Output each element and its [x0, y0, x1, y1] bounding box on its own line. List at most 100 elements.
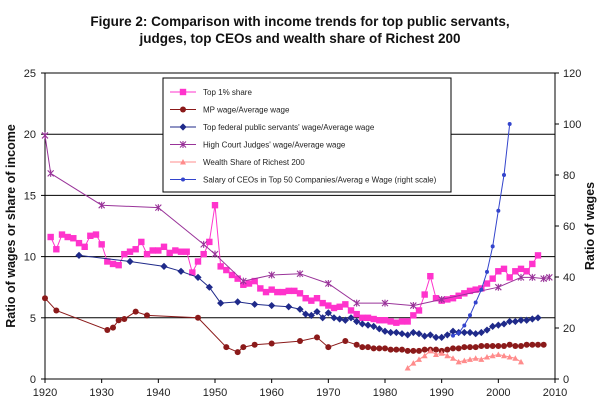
y2-tick-label-20: 20: [563, 323, 575, 335]
y2-tick-label-100: 100: [563, 119, 581, 131]
data-point: [523, 316, 531, 324]
axis-ticks: 1920 1930 1940 1950 1960 1970 1980 1990 2000 2010…: [24, 68, 582, 399]
data-point: [347, 307, 355, 314]
legend-label-3: High Court Judges' wage/Average wage: [203, 141, 346, 150]
data-point: [501, 342, 507, 349]
data-point: [461, 344, 468, 351]
data-point: [523, 268, 530, 275]
data-point: [449, 327, 457, 335]
data-point: [330, 304, 338, 312]
data-point: [427, 347, 434, 354]
data-point: [194, 273, 202, 282]
data-point: [126, 248, 134, 255]
y2-axis-title: Ratio of wages: [583, 182, 597, 270]
x-tick-label-1980: 1980: [373, 387, 397, 399]
data-point: [376, 317, 383, 324]
x-tick-label-1950: 1950: [203, 387, 227, 399]
data-point: [308, 297, 315, 304]
x-tick-label-1940: 1940: [146, 387, 170, 399]
data-point: [314, 334, 320, 341]
data-point: [126, 257, 134, 266]
data-point: [370, 322, 378, 330]
data-point: [502, 173, 506, 177]
data-point: [206, 238, 213, 246]
data-point: [528, 315, 536, 323]
data-point: [240, 344, 247, 351]
data-point: [398, 318, 406, 325]
data-point: [427, 272, 434, 280]
data-point: [336, 315, 344, 323]
data-point: [87, 232, 94, 239]
x-tick-label-1990: 1990: [429, 387, 453, 399]
data-point: [438, 333, 446, 341]
data-point: [528, 273, 536, 281]
y2-tick-label-120: 120: [563, 68, 581, 80]
data-point: [138, 238, 145, 246]
y-tick-label-10: 10: [24, 252, 36, 264]
data-point: [432, 333, 440, 341]
data-point: [279, 288, 287, 296]
data-point: [200, 240, 208, 248]
data-point: [415, 307, 423, 314]
data-point: [370, 345, 377, 352]
data-point: [166, 249, 173, 257]
data-point: [370, 315, 377, 323]
data-point: [359, 344, 366, 351]
data-point: [462, 323, 467, 328]
data-point: [387, 318, 394, 325]
data-point: [517, 316, 525, 324]
data-point: [155, 247, 162, 254]
data-point: [540, 275, 548, 283]
legend-label-0: Top 1% share: [203, 88, 252, 97]
data-point: [467, 344, 473, 351]
data-point: [472, 330, 480, 338]
data-point: [325, 344, 332, 351]
data-point: [443, 331, 451, 339]
data-point: [398, 330, 406, 338]
data-point: [177, 267, 185, 275]
data-point: [512, 342, 519, 349]
data-point: [285, 303, 293, 311]
data-point: [183, 248, 190, 255]
data-point: [444, 346, 451, 353]
data-point: [324, 309, 332, 317]
data-point: [483, 326, 491, 334]
data-point: [421, 291, 428, 298]
y-axis-title: Ratio of wages or share of income: [4, 124, 18, 328]
data-point: [484, 342, 490, 349]
data-point: [392, 328, 400, 337]
data-point: [330, 314, 338, 322]
data-point: [535, 341, 541, 348]
data-point: [319, 314, 327, 322]
data-point: [115, 261, 122, 269]
data-point: [353, 317, 361, 326]
series-2: [75, 251, 542, 341]
legend-swatch-marker: [180, 106, 186, 113]
data-point: [319, 299, 326, 307]
data-point: [506, 274, 513, 281]
data-point: [132, 308, 139, 315]
data-point: [359, 314, 366, 321]
data-point: [467, 356, 473, 362]
data-point: [444, 352, 451, 359]
data-point: [342, 301, 349, 308]
chart-title-line-1: Figure 2: Comparison with income trends …: [90, 14, 509, 29]
data-point: [347, 314, 355, 322]
data-point: [496, 208, 501, 213]
data-point: [534, 314, 542, 322]
data-point: [529, 260, 536, 268]
data-point: [416, 356, 422, 362]
data-point: [251, 277, 258, 285]
data-point: [64, 233, 71, 241]
data-point: [75, 251, 83, 259]
x-tick-label-2000: 2000: [486, 387, 510, 399]
data-point: [110, 324, 116, 331]
legend-label-1: MP wage/Average wage: [203, 106, 290, 115]
legend-box: [162, 77, 452, 193]
data-point: [421, 346, 428, 353]
data-point: [410, 360, 417, 366]
legend-swatch-marker: [181, 177, 185, 182]
data-point: [518, 358, 524, 365]
x-tick-label-2010: 2010: [543, 387, 567, 399]
data-point: [393, 346, 400, 353]
